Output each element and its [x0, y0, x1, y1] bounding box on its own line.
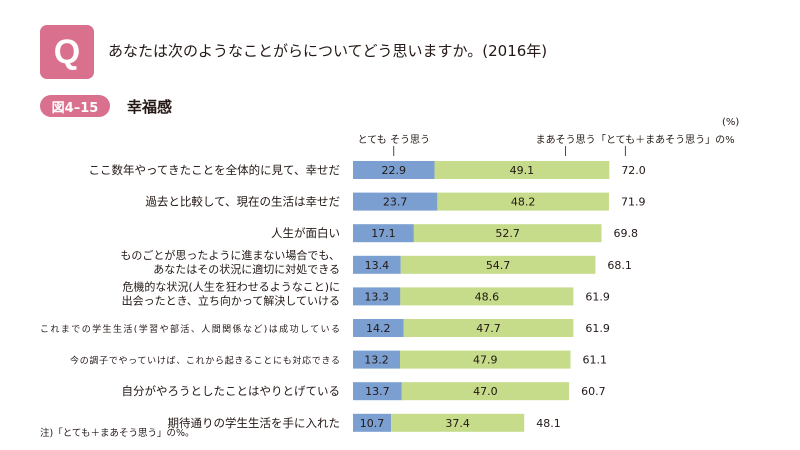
bar-somewhat-agree [437, 192, 609, 211]
value-label-strongly-agree: 10.7 [360, 417, 385, 430]
total-label: 71.9 [621, 196, 646, 209]
value-label-somewhat-agree: 48.6 [475, 290, 500, 303]
category-label: これまでの学生生活(学習や部活、人間関係など)は成功している [40, 323, 340, 335]
bar-strongly-agree [353, 413, 392, 432]
question-text: あなたは次のようなことがらについてどう思いますか。(2016年) [108, 42, 548, 60]
bar-somewhat-agree [400, 287, 574, 306]
bar-somewhat-agree [434, 161, 610, 179]
category-label: 危機的な状況(人生を狂わせるようなこと)に [122, 279, 340, 293]
value-label-strongly-agree: 13.3 [364, 290, 389, 303]
category-label: あなたはその状況に適切に対処できる [153, 262, 340, 276]
value-label-strongly-agree: 23.7 [383, 196, 408, 209]
value-label-somewhat-agree: 49.1 [510, 164, 535, 177]
bar-strongly-agree [353, 287, 401, 306]
value-label-somewhat-agree: 54.7 [486, 259, 511, 272]
category-label: 自分がやろうとしたことはやりとげている [122, 384, 341, 398]
bar-somewhat-agree [400, 255, 596, 274]
value-label-somewhat-agree: 48.2 [511, 196, 536, 209]
bar-strongly-agree [353, 161, 435, 179]
bar-strongly-agree [353, 350, 400, 369]
legend-total: 「とても＋まあそう思う」の% [596, 134, 735, 146]
value-label-strongly-agree: 14.2 [366, 322, 391, 335]
legend-strongly-agree: とても そう思う [358, 134, 430, 146]
total-label: 61.9 [585, 322, 610, 335]
category-label: 過去と比較して、現在の生活は幸せだ [145, 195, 340, 209]
value-label-somewhat-agree: 47.0 [473, 385, 498, 398]
total-label: 60.7 [581, 385, 606, 398]
value-label-somewhat-agree: 47.9 [473, 354, 498, 367]
figure-title: 幸福感 [127, 98, 173, 116]
total-label: 61.9 [585, 290, 610, 303]
category-label: ここ数年やってきたことを全体的に見て、幸せだ [88, 163, 340, 177]
total-label: 68.1 [607, 259, 632, 272]
unit-label: (%) [722, 117, 740, 128]
value-label-strongly-agree: 13.2 [364, 354, 389, 367]
bar-strongly-agree [353, 382, 402, 401]
category-label: ものごとが思ったように進まない場合でも、 [120, 248, 340, 262]
footnote: 注)「とても＋まあそう思う」の%。 [40, 428, 195, 439]
bar-strongly-agree [353, 319, 404, 337]
total-label: 48.1 [536, 417, 561, 430]
bar-strongly-agree [353, 192, 438, 211]
bar-strongly-agree [353, 255, 401, 274]
figure-label: 図4–15 [40, 95, 110, 117]
bar-somewhat-agree [403, 319, 574, 337]
question-badge: Q [40, 25, 94, 79]
value-label-somewhat-agree: 52.7 [495, 227, 520, 240]
category-label: 今の調子でやっていけば、これから起きることにも対応できる [70, 355, 340, 367]
value-label-strongly-agree: 17.1 [371, 227, 396, 240]
value-label-strongly-agree: 13.4 [365, 259, 390, 272]
value-label-strongly-agree: 13.7 [365, 385, 390, 398]
bar-somewhat-agree [391, 413, 525, 432]
category-label: 出会ったとき、立ち向かって解決していける [122, 293, 340, 307]
legend-somewhat-agree: まあそう思う [536, 134, 596, 146]
value-label-somewhat-agree: 37.4 [445, 417, 470, 430]
total-label: 61.1 [583, 354, 608, 367]
bar-somewhat-agree [413, 224, 602, 243]
bar-somewhat-agree [399, 350, 571, 369]
category-label: 期待通りの学生生活を手に入れた [168, 416, 341, 430]
total-label: 72.0 [621, 164, 646, 177]
value-label-strongly-agree: 22.9 [382, 164, 407, 177]
bar-somewhat-agree [401, 382, 570, 401]
value-label-somewhat-agree: 47.7 [476, 322, 501, 335]
total-label: 69.8 [613, 227, 638, 240]
category-label: 人生が面白い [271, 226, 340, 240]
bar-strongly-agree [353, 224, 414, 243]
